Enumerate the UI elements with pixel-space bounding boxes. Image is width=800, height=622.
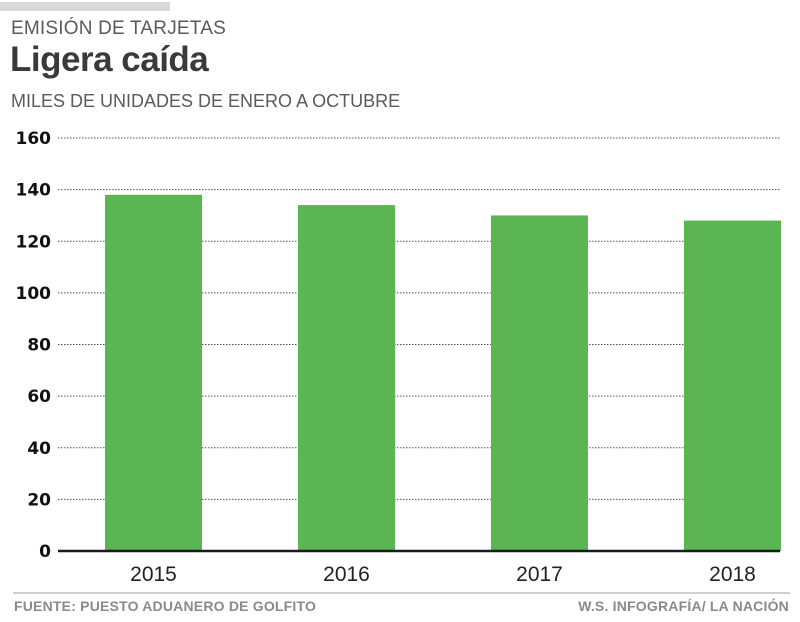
bar-2018 xyxy=(684,220,781,551)
y-tick-label: 160 xyxy=(16,129,52,149)
chart-title: Ligera caída xyxy=(10,40,209,79)
y-axis-tick-labels: 0 20 40 60 80 100 120 140 160 xyxy=(16,129,52,562)
bar-2015 xyxy=(105,194,202,551)
bars xyxy=(105,194,781,552)
header-accent-bar xyxy=(0,2,170,11)
footer-divider xyxy=(13,592,790,594)
x-tick-label: 2016 xyxy=(323,563,370,586)
bar-chart: 0 20 40 60 80 100 120 140 160 2015 2016 2017 2018 xyxy=(16,129,781,586)
y-tick-label: 80 xyxy=(27,336,51,356)
x-tick-label: 2015 xyxy=(130,563,177,586)
y-tick-label: 100 xyxy=(16,284,52,304)
x-axis-tick-labels: 2015 2016 2017 2018 xyxy=(130,563,756,586)
source-note: FUENTE: PUESTO ADUANERO DE GOLFITO xyxy=(14,598,317,614)
y-tick-label: 40 xyxy=(27,439,51,459)
credit-note: W.S. INFOGRAFÍA/ LA NACIÓN xyxy=(578,598,789,614)
chart-subtitle: MILES DE UNIDADES DE ENERO A OCTUBRE xyxy=(11,91,401,111)
y-tick-label: 60 xyxy=(27,387,51,407)
y-tick-label: 140 xyxy=(16,181,52,201)
x-tick-label: 2017 xyxy=(516,563,563,586)
y-tick-label: 20 xyxy=(27,490,51,510)
bar-2017 xyxy=(491,215,588,551)
y-tick-label: 120 xyxy=(16,232,52,252)
y-tick-label: 0 xyxy=(39,542,51,562)
bar-2016 xyxy=(298,205,395,552)
x-tick-label: 2018 xyxy=(709,563,756,586)
chart-kicker: EMISIÓN DE TARJETAS xyxy=(11,18,226,39)
